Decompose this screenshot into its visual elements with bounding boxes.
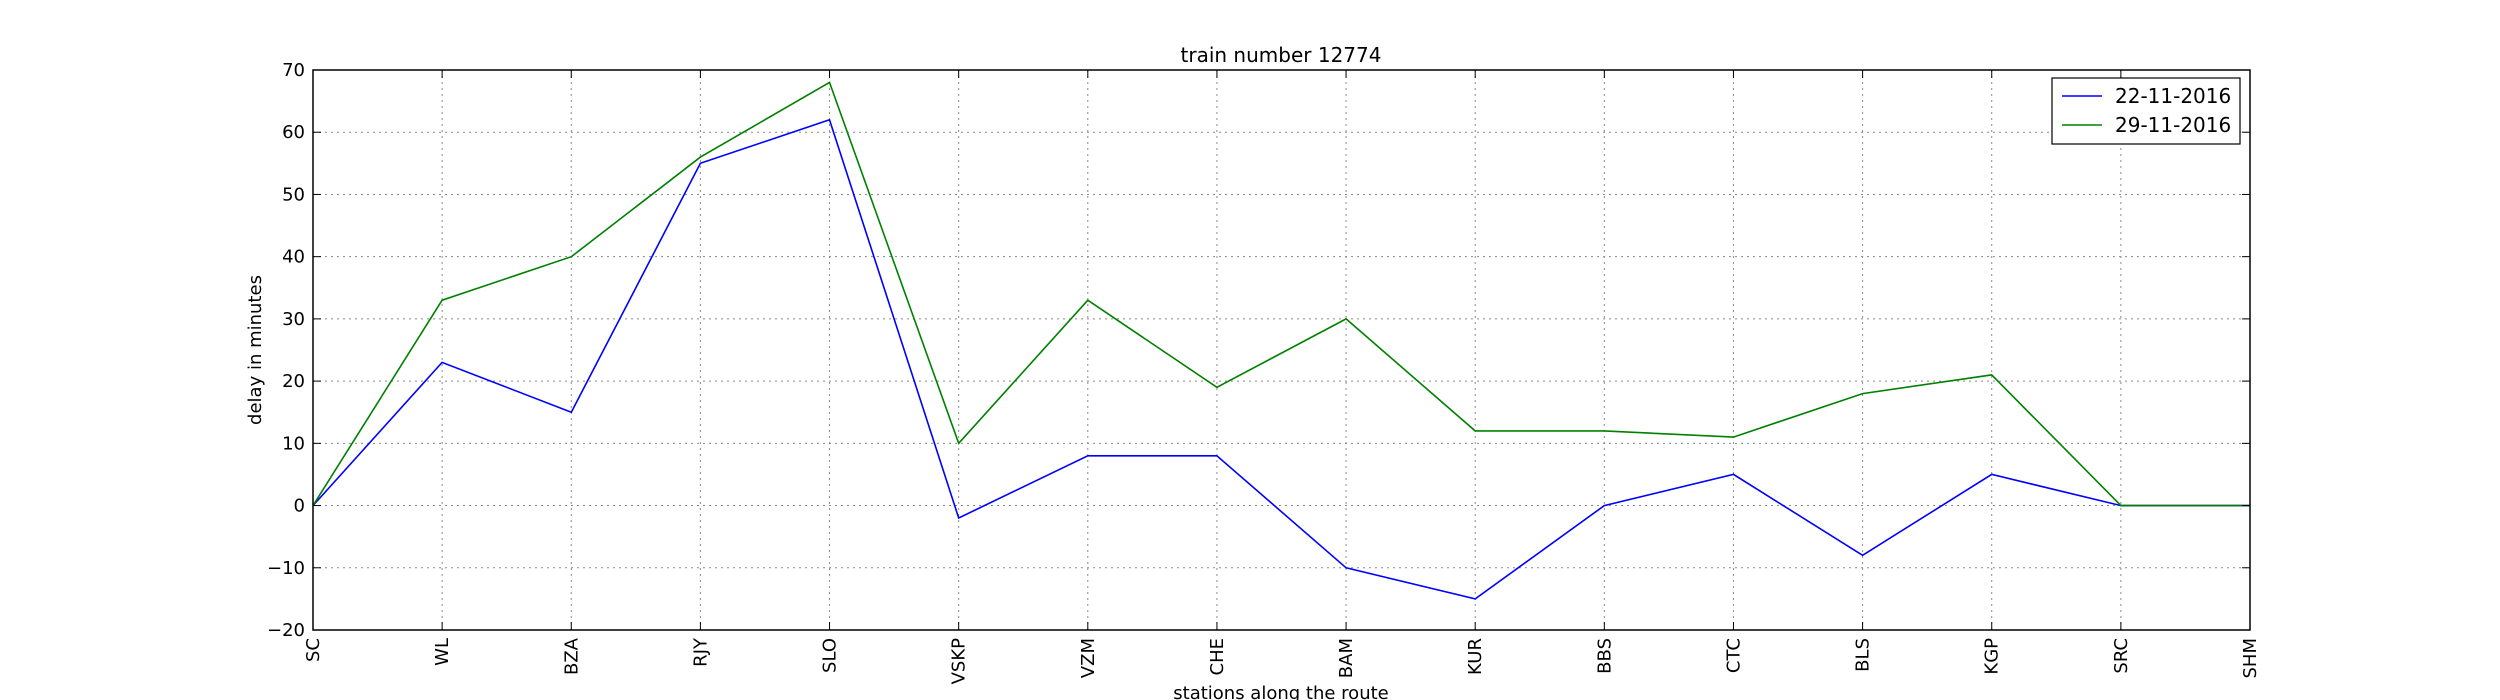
y-tick-label: −20 bbox=[267, 620, 305, 641]
x-tick-label: SHM bbox=[2240, 638, 2261, 679]
legend-label-1: 29-11-2016 bbox=[2115, 113, 2231, 137]
legend: 22-11-2016 29-11-2016 bbox=[2051, 77, 2241, 145]
y-tick-label: 70 bbox=[282, 60, 305, 81]
grid-lines bbox=[313, 70, 2250, 630]
x-tick-label: WL bbox=[432, 638, 453, 666]
series-line-0 bbox=[312, 118, 2250, 600]
legend-label-0: 22-11-2016 bbox=[2115, 84, 2231, 108]
x-tick-label: BLS bbox=[1853, 638, 1874, 672]
y-axis-label: delay in minutes bbox=[245, 275, 266, 425]
x-tick-label: KUR bbox=[1465, 638, 1486, 675]
x-tick-label: BZA bbox=[561, 637, 582, 675]
series-line-1 bbox=[312, 81, 2250, 507]
legend-box bbox=[2051, 77, 2241, 145]
y-ticks: −20 −10 0 10 20 30 40 50 60 70 bbox=[267, 60, 2250, 641]
y-tick-label: 60 bbox=[282, 122, 305, 143]
x-tick-label: CTC bbox=[1723, 638, 1744, 673]
x-axis-label: stations along the route bbox=[1173, 683, 1388, 700]
x-tick-label: VZM bbox=[1078, 638, 1099, 678]
x-ticks: SC WL BZA RJY SLO VSKP VZM CHE BAM KUR BBS CTC BLS KG… bbox=[303, 70, 2261, 684]
y-tick-label: 50 bbox=[282, 184, 305, 205]
x-tick-label: SRC bbox=[2111, 638, 2132, 674]
x-tick-label: KGP bbox=[1982, 638, 2003, 675]
y-tick-label: 10 bbox=[282, 433, 305, 454]
x-tick-label: SC bbox=[303, 638, 324, 662]
x-tick-label: VSKP bbox=[949, 638, 970, 685]
x-tick-label: SLO bbox=[820, 638, 841, 673]
chart-title: train number 12774 bbox=[1181, 43, 1382, 67]
x-tick-label: BAM bbox=[1336, 638, 1357, 678]
y-tick-label: 0 bbox=[294, 496, 305, 517]
y-tick-label: −10 bbox=[267, 558, 305, 579]
x-tick-label: CHE bbox=[1207, 638, 1228, 675]
x-tick-label: RJY bbox=[690, 637, 711, 667]
x-tick-label: BBS bbox=[1594, 638, 1615, 674]
y-tick-label: 40 bbox=[282, 247, 305, 268]
y-tick-label: 30 bbox=[282, 309, 305, 330]
series-lines bbox=[312, 81, 2250, 600]
plot-frame bbox=[312, 69, 2251, 631]
y-tick-label: 20 bbox=[282, 371, 305, 392]
